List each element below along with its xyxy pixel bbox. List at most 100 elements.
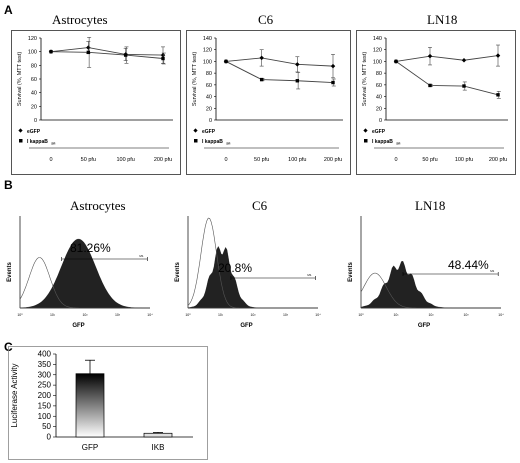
bar-y-tick-label: 100 bbox=[38, 412, 52, 421]
ln18-x-tick-label: 10² bbox=[428, 313, 434, 317]
astrocytes-y-tick-label: 20 bbox=[31, 104, 37, 110]
ln18-point-egfp bbox=[427, 53, 433, 59]
panel-label-a: A bbox=[4, 3, 13, 17]
astrocytes-point-egfp bbox=[160, 52, 166, 58]
ln18-y-tick-label: 80 bbox=[376, 71, 382, 77]
c6-control-histogram bbox=[187, 217, 318, 309]
astrocytes-y-tick-label: 40 bbox=[31, 91, 37, 97]
c6-y-tick-label: 80 bbox=[206, 71, 212, 77]
ln18-x-tick-label: 50 pfu bbox=[422, 157, 437, 163]
astrocytes-point-ikappab bbox=[161, 56, 165, 61]
bar-y-axis-label: Luciferase Activity bbox=[10, 363, 19, 427]
bar-ikb bbox=[143, 432, 173, 438]
ln18-point-egfp bbox=[461, 57, 467, 63]
ln18-facs-title: LN18 bbox=[415, 198, 446, 213]
c6-percent-label: 20.8% bbox=[218, 261, 252, 275]
astrocytes-x-tick-label: 10⁰ bbox=[17, 313, 23, 317]
ln18-x-tick-label: 10¹ bbox=[393, 313, 399, 317]
ln18-y-tick-label: 60 bbox=[376, 83, 382, 89]
astrocytes-x-axis-label: GFP bbox=[72, 323, 84, 329]
bar-y-tick-label: 350 bbox=[38, 360, 52, 369]
astrocytes-survival-title: Astrocytes bbox=[52, 12, 108, 27]
astrocytes-legend-diamond bbox=[18, 128, 23, 133]
ln18-x-tick-label: 0 bbox=[394, 157, 397, 163]
c6-legend-diamond bbox=[193, 128, 198, 133]
astrocytes-gate-label: M1 bbox=[139, 254, 143, 258]
bar-y-tick-label: 150 bbox=[38, 401, 52, 410]
astrocytes-x-tick-label: 200 pfu bbox=[154, 157, 172, 163]
c6-x-tick-label: 10⁴ bbox=[315, 313, 321, 317]
c6-x-tick-label: 50 pfu bbox=[254, 157, 269, 163]
c6-point-ikappab bbox=[331, 80, 335, 85]
bar-chart-frame bbox=[8, 346, 208, 460]
c6-point-egfp bbox=[259, 55, 264, 61]
ln18-percent-label: 48.44% bbox=[448, 258, 489, 272]
astrocytes-series-line-ikappab bbox=[50, 51, 164, 59]
c6-frame bbox=[186, 30, 351, 175]
ln18-y-tick-label: 20 bbox=[376, 106, 382, 112]
bar-y-tick-label: 200 bbox=[38, 391, 52, 400]
ln18-x-axis-label: GFP bbox=[418, 323, 430, 329]
c6-facs-histogram: Events GFP 10⁰ 10¹ 10² 10³ 10⁴ M1 20.8% bbox=[175, 216, 321, 329]
astrocytes-x-tick-label: 10² bbox=[82, 313, 88, 317]
c6-point-ikappab bbox=[259, 77, 264, 82]
astrocytes-point-ikappab bbox=[123, 53, 128, 57]
c6-y-tick-label: 20 bbox=[206, 106, 212, 112]
astrocytes-y-axis-label: Events bbox=[7, 262, 13, 282]
c6-y-axis-label: Survival (%, MTT test) bbox=[192, 52, 198, 106]
c6-x-tick-label: 10³ bbox=[283, 313, 289, 317]
c6-point-egfp bbox=[330, 63, 336, 69]
bar-y-tick-label: 250 bbox=[38, 381, 52, 390]
c6-legend-square bbox=[194, 139, 198, 143]
ln18-x-tick-label: 200 pfu bbox=[489, 157, 507, 163]
ln18-point-egfp bbox=[495, 53, 501, 58]
ln18-legend-ikappab: I kappaB bbox=[372, 139, 393, 145]
astrocytes-infected-histogram bbox=[19, 238, 150, 309]
c6-legend-ikappab: I kappaB bbox=[202, 139, 223, 145]
c6-x-axis-label: GFP bbox=[240, 323, 252, 329]
ln18-legend-subscript: SR bbox=[396, 142, 401, 146]
c6-x-tick-label: 100 pfu bbox=[288, 157, 306, 163]
astrocytes-x-tick-label: 10¹ bbox=[50, 313, 56, 317]
bar-gfp bbox=[75, 373, 105, 438]
c6-facs-title: C6 bbox=[252, 198, 268, 213]
astrocytes-legend-subscript: SR bbox=[51, 142, 56, 146]
astrocytes-percent-label: 81.26% bbox=[70, 241, 111, 255]
astrocytes-point-egfp bbox=[86, 45, 91, 50]
ln18-x-tick-label: 100 pfu bbox=[455, 157, 473, 163]
ln18-series-line-egfp bbox=[395, 55, 499, 62]
ln18-y-axis-label: Events bbox=[348, 262, 354, 282]
astrocytes-point-ikappab bbox=[49, 49, 53, 54]
c6-x-tick-label: 200 pfu bbox=[324, 157, 342, 163]
ln18-gate-label: M1 bbox=[490, 269, 494, 273]
ln18-y-tick-label: 0 bbox=[379, 118, 382, 124]
ln18-legend-square bbox=[364, 139, 368, 143]
c6-point-ikappab bbox=[295, 79, 300, 83]
ln18-survival-title: LN18 bbox=[427, 12, 458, 27]
astrocytes-x-tick-label: 0 bbox=[49, 157, 52, 163]
c6-y-tick-label: 140 bbox=[203, 36, 212, 42]
c6-survival-title: C6 bbox=[258, 12, 274, 27]
ln18-point-ikappab bbox=[394, 59, 398, 64]
ln18-survival-chart: 0 20 40 60 80 100 120 140 Survival (%, MTT test)… bbox=[356, 30, 516, 175]
c6-point-egfp bbox=[295, 62, 300, 67]
astrocytes-y-tick-label: 100 bbox=[28, 50, 37, 56]
ln18-y-tick-label: 120 bbox=[373, 48, 382, 54]
astrocytes-survival-chart: 0 20 40 60 80 100 120 Survival (%, MTT test) 0 50… bbox=[11, 30, 181, 175]
astrocytes-frame bbox=[11, 30, 181, 175]
c6-infected-histogram bbox=[187, 246, 318, 309]
c6-y-axis-label: Events bbox=[175, 262, 181, 282]
astrocytes-facs-title: Astrocytes bbox=[70, 198, 126, 213]
astrocytes-y-tick-label: 60 bbox=[31, 77, 37, 83]
astrocytes-y-axis-label: Survival (%, MTT test) bbox=[17, 52, 23, 106]
bar-y-tick-label: 50 bbox=[42, 422, 51, 431]
panel-label-b: B bbox=[4, 178, 13, 192]
ln18-series-line-ikappab bbox=[395, 61, 499, 96]
bar-y-tick-label: 400 bbox=[38, 350, 52, 359]
c6-series-line-egfp bbox=[225, 57, 334, 67]
bar-y-tick-label: 300 bbox=[38, 370, 52, 379]
c6-survival-chart: 0 20 40 60 80 100 120 140 Survival (%, MTT test)… bbox=[186, 30, 351, 175]
ln18-frame bbox=[356, 30, 516, 175]
astrocytes-legend-egfp: eGFP bbox=[27, 129, 41, 135]
